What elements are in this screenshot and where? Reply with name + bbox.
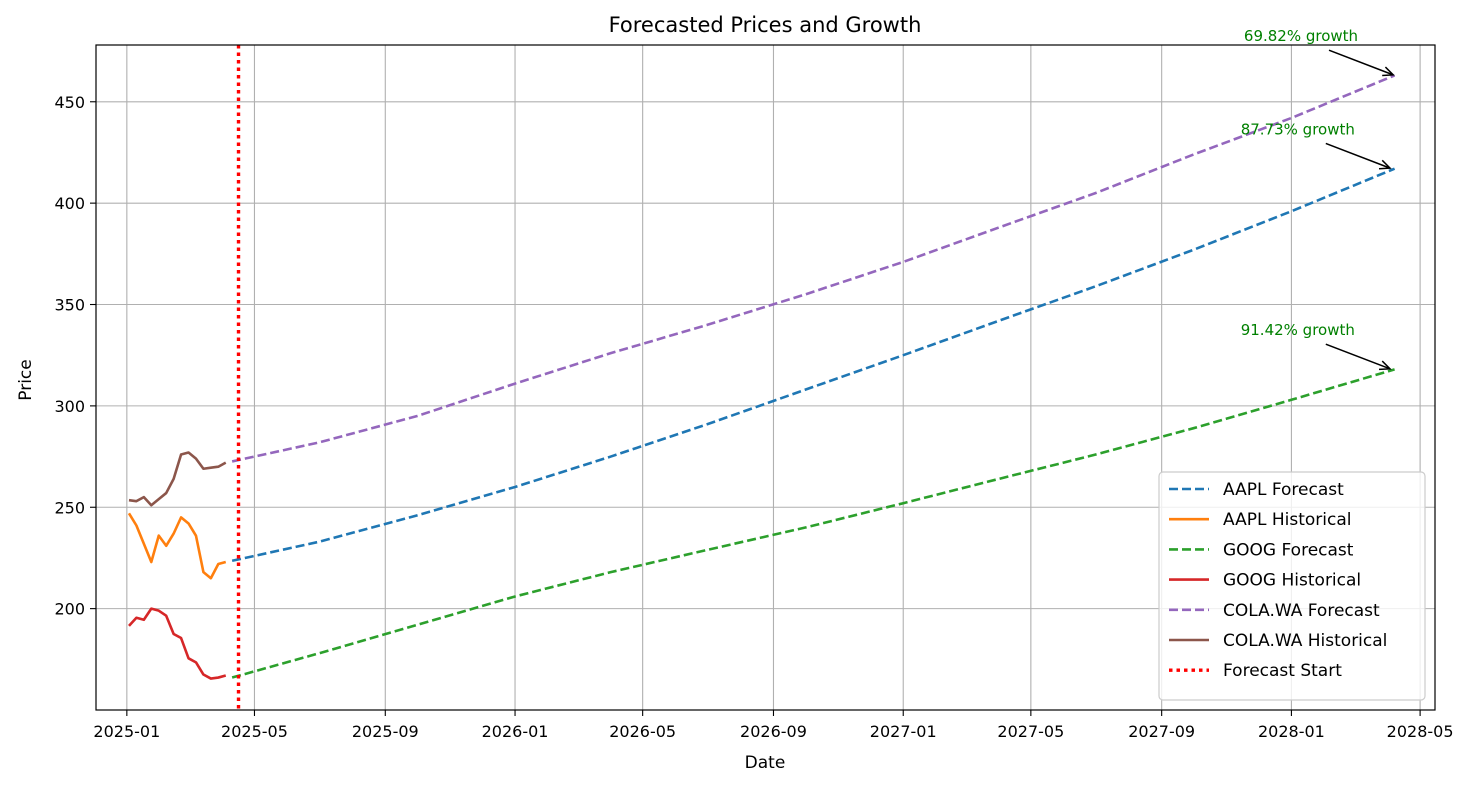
growth-annotation-arrow — [1325, 142, 1391, 169]
growth-annotation-arrowhead — [1382, 66, 1395, 77]
legend-label: AAPL Forecast — [1223, 480, 1344, 500]
x-tick-label: 2028-01 — [1258, 722, 1325, 741]
x-tick-label: 2027-01 — [870, 722, 937, 741]
series-line-aapl-forecast — [231, 167, 1396, 563]
series-line-cola-wa-forecast — [231, 74, 1396, 463]
legend-label: Forecast Start — [1223, 661, 1342, 681]
growth-annotation-arrow — [1325, 343, 1391, 370]
series-line-goog-historical — [128, 607, 227, 680]
legend: AAPL Forecast AAPL Historical GOOG Forecas… — [1158, 471, 1426, 701]
series-lines — [127, 74, 1396, 680]
legend-box — [1158, 471, 1426, 701]
x-tick-label: 2026-01 — [482, 722, 549, 741]
legend-label: GOOG Forecast — [1223, 540, 1354, 560]
axis-ticks: 2025-01 2025-05 2025-09 2026-01 2026-05 2026-… — [54, 93, 1453, 741]
y-tick-label: 400 — [54, 194, 85, 213]
x-tick-label: 2025-05 — [221, 722, 288, 741]
x-tick-label: 2028-05 — [1387, 722, 1454, 741]
growth-annotation-label: 91.42% growth — [1241, 321, 1355, 339]
series-line-cola-wa-historical — [128, 451, 227, 507]
legend-label: COLA.WA Forecast — [1223, 601, 1380, 621]
x-tick-label: 2025-01 — [93, 722, 160, 741]
series-line-aapl-historical — [127, 512, 227, 580]
y-axis-label: Price — [16, 359, 36, 400]
x-tick-label: 2025-09 — [352, 722, 419, 741]
y-tick-label: 300 — [54, 397, 85, 416]
legend-label: GOOG Historical — [1223, 571, 1361, 591]
x-tick-label: 2026-09 — [740, 722, 807, 741]
chart-title: Forecasted Prices and Growth — [609, 13, 922, 37]
series-line-goog-forecast — [231, 368, 1395, 679]
y-tick-label: 250 — [54, 498, 85, 517]
legend-label: COLA.WA Historical — [1223, 631, 1387, 651]
growth-annotation-arrow — [1328, 49, 1394, 76]
x-tick-label: 2027-09 — [1128, 722, 1195, 741]
y-tick-label: 350 — [54, 296, 85, 315]
growth-annotation-label: 87.73% growth — [1241, 120, 1355, 138]
legend-label: AAPL Historical — [1223, 510, 1352, 530]
y-tick-label: 200 — [54, 600, 85, 619]
growth-annotation-label: 69.82% growth — [1244, 27, 1358, 45]
growth-annotation-arrowhead — [1378, 159, 1392, 170]
plot-frame — [95, 44, 1436, 711]
x-tick-label: 2026-05 — [609, 722, 676, 741]
growth-annotation-arrowhead — [1378, 360, 1392, 371]
y-tick-label: 450 — [54, 93, 85, 112]
growth-annotations: 69.82% growth 87.73% growth 91.42% growth — [1241, 27, 1395, 371]
x-axis-label: Date — [745, 753, 786, 773]
x-tick-label: 2027-05 — [997, 722, 1064, 741]
